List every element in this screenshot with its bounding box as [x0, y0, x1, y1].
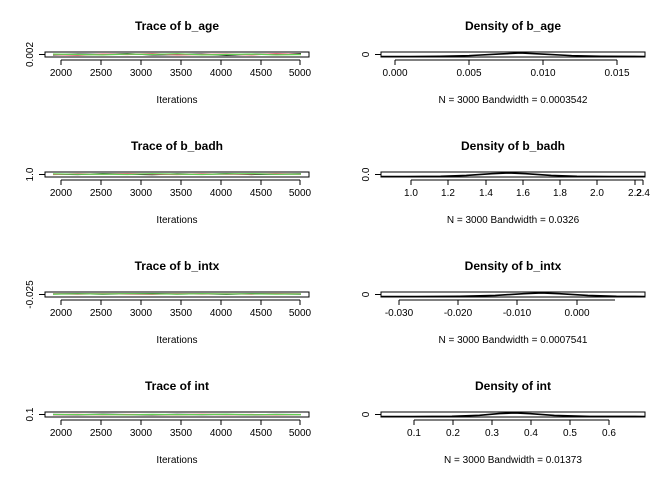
x-tick-label: -0.010 — [503, 308, 532, 319]
x-tick-label: 2000 — [50, 68, 73, 79]
x-axis-label: Iterations — [156, 95, 197, 106]
x-tick-label: 3000 — [130, 68, 153, 79]
x-tick-label: 1.8 — [553, 188, 567, 199]
x-tick-label: 0.000 — [382, 68, 407, 79]
x-tick-label: 0.005 — [456, 68, 481, 79]
x-tick-label: 2000 — [50, 188, 73, 199]
x-tick-label: 1.4 — [479, 188, 493, 199]
x-tick-label: 3000 — [130, 188, 153, 199]
x-tick-label: 4500 — [250, 188, 273, 199]
trace-series-line — [53, 174, 301, 175]
x-tick-label: 0.3 — [485, 428, 499, 439]
y-tick-label: 0 — [361, 291, 372, 297]
x-axis-label: Iterations — [156, 455, 197, 466]
x-tick-label: 4500 — [250, 308, 273, 319]
x-tick-label: 3500 — [170, 308, 193, 319]
x-tick-label: 0.015 — [604, 68, 629, 79]
x-tick-label: 5000 — [289, 308, 312, 319]
x-tick-label: 4500 — [250, 428, 273, 439]
x-tick-label: 1.6 — [516, 188, 530, 199]
x-tick-label: 0.6 — [602, 428, 616, 439]
density-subtitle: N = 3000 Bandwidth = 0.0326 — [447, 215, 580, 226]
x-tick-label: 2500 — [90, 308, 113, 319]
y-tick-label: 0 — [361, 411, 372, 417]
plot-title: Density of b_age — [465, 19, 561, 33]
x-tick-label: 4500 — [250, 68, 273, 79]
x-tick-label: 0.4 — [524, 428, 538, 439]
x-tick-label: 4000 — [210, 68, 233, 79]
x-tick-label: 5000 — [289, 68, 312, 79]
x-tick-label: 2500 — [90, 188, 113, 199]
x-tick-label: 0.000 — [564, 308, 589, 319]
x-tick-label: 4000 — [210, 308, 233, 319]
y-tick-label: 1.0 — [25, 167, 36, 181]
density-subtitle: N = 3000 Bandwidth = 0.0003542 — [438, 95, 587, 106]
plot-title: Density of int — [475, 379, 551, 393]
x-tick-label: 2.0 — [590, 188, 604, 199]
x-tick-label: 2500 — [90, 428, 113, 439]
x-tick-label: 5000 — [289, 188, 312, 199]
plot-title: Density of b_badh — [461, 139, 565, 153]
y-tick-label: 0 — [361, 51, 372, 57]
x-tick-label: 5000 — [289, 428, 312, 439]
x-tick-label: 3500 — [170, 68, 193, 79]
plot-title: Trace of b_age — [135, 19, 219, 33]
y-tick-label: 0.1 — [25, 407, 36, 421]
x-tick-label: 0.5 — [563, 428, 577, 439]
x-tick-label: 4000 — [210, 428, 233, 439]
x-tick-label: -0.030 — [385, 308, 414, 319]
x-axis-label: Iterations — [156, 215, 197, 226]
x-tick-label: 1.2 — [441, 188, 455, 199]
x-tick-label: 3000 — [130, 308, 153, 319]
density-subtitle: N = 3000 Bandwidth = 0.01373 — [444, 455, 582, 466]
y-tick-label: 0.0 — [361, 167, 372, 181]
x-tick-label: 4000 — [210, 188, 233, 199]
x-tick-label: 0.010 — [530, 68, 555, 79]
x-tick-label: 2500 — [90, 68, 113, 79]
density-subtitle: N = 3000 Bandwidth = 0.0007541 — [438, 335, 587, 346]
x-tick-label: 2000 — [50, 308, 73, 319]
x-axis-label: Iterations — [156, 335, 197, 346]
x-tick-label: 3500 — [170, 188, 193, 199]
plot-title: Trace of b_intx — [135, 259, 220, 273]
x-tick-label: -0.020 — [444, 308, 473, 319]
x-tick-label: 3000 — [130, 428, 153, 439]
plot-title: Density of b_intx — [465, 259, 562, 273]
x-tick-label: 1.0 — [404, 188, 418, 199]
x-tick-label: 2.4 — [636, 188, 650, 199]
trace-series-line — [53, 414, 301, 415]
plot-title: Trace of int — [145, 379, 209, 393]
x-tick-label: 0.2 — [446, 428, 460, 439]
x-tick-label: 2000 — [50, 428, 73, 439]
x-tick-label: 0.1 — [407, 428, 421, 439]
plot-title: Trace of b_badh — [131, 139, 223, 153]
x-tick-label: 3500 — [170, 428, 193, 439]
y-tick-label: 0.002 — [25, 42, 36, 67]
y-tick-label: -0.025 — [25, 280, 36, 309]
